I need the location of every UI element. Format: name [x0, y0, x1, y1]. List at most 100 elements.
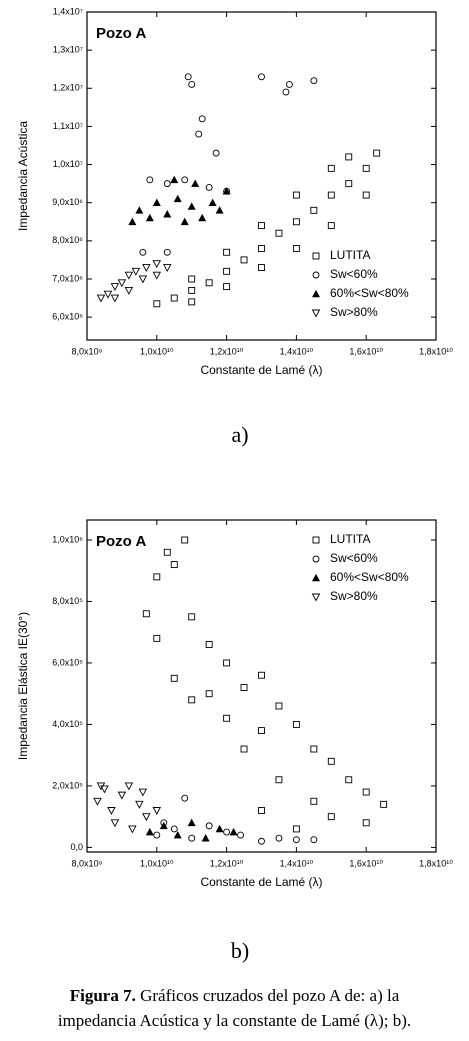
point	[327, 813, 335, 821]
annotation: Pozo A	[96, 533, 146, 550]
legend-label: LUTITA	[330, 532, 370, 546]
point	[205, 641, 213, 648]
point	[146, 176, 154, 184]
point	[327, 757, 335, 765]
point	[310, 797, 318, 805]
point	[229, 827, 238, 836]
legend-marker	[311, 309, 321, 318]
y-tick-label: 8,0x10⁵	[52, 596, 83, 606]
point	[205, 279, 213, 287]
point	[380, 800, 388, 808]
caption: Figura 7. Gráficos cruzados del pozo A d…	[0, 986, 469, 1006]
point	[205, 822, 213, 830]
annotation: Pozo A	[96, 25, 146, 42]
point	[258, 73, 265, 81]
point	[103, 290, 113, 299]
point	[275, 229, 283, 237]
point	[212, 149, 220, 157]
y-tick-label: 2,0x10⁵	[52, 780, 83, 790]
point	[195, 130, 203, 138]
point	[181, 536, 189, 544]
legend-label: Sw<60%	[330, 551, 378, 565]
point	[138, 275, 148, 284]
plot-frame	[86, 519, 437, 853]
legend-label: Sw>80%	[330, 589, 378, 603]
y-tick-label: 7,0x10⁶	[52, 273, 83, 283]
y-tick-label: 1,0x10⁶	[52, 534, 83, 544]
point	[258, 671, 265, 679]
point	[240, 684, 248, 691]
point	[110, 819, 120, 828]
point	[152, 807, 162, 815]
y-axis-label: Impedancia Elástica IE(30°)	[16, 612, 30, 760]
point	[187, 202, 196, 210]
point	[153, 831, 161, 839]
point	[181, 176, 189, 184]
point	[93, 797, 102, 806]
point	[153, 573, 161, 581]
point	[215, 206, 224, 214]
point	[128, 825, 137, 834]
point	[188, 834, 196, 842]
point	[222, 187, 231, 195]
point	[173, 194, 182, 203]
point	[187, 818, 196, 827]
point	[117, 791, 127, 800]
point	[173, 830, 182, 839]
point	[240, 745, 248, 753]
y-tick-label: 6,0x10⁵	[52, 657, 83, 667]
point	[258, 222, 265, 230]
point	[124, 782, 134, 791]
point	[188, 275, 196, 283]
point	[124, 271, 134, 280]
y-tick-label: 9,0x10⁶	[52, 197, 83, 207]
point	[310, 745, 318, 753]
point	[282, 88, 290, 96]
y-axis-label: Impedancia Acústica	[16, 121, 30, 231]
legend-marker	[312, 536, 320, 544]
point	[258, 245, 265, 252]
point	[117, 279, 127, 288]
point	[163, 248, 171, 256]
caption-text: Gráficos cruzados del pozo A de: a) la	[140, 986, 400, 1005]
point	[131, 267, 141, 276]
point	[188, 298, 196, 306]
point	[373, 149, 381, 157]
point	[96, 782, 106, 791]
point	[223, 283, 231, 291]
point	[163, 210, 172, 218]
x-tick-label: 1,4x10¹⁰	[280, 858, 314, 868]
legend-marker	[312, 252, 320, 260]
point	[139, 248, 147, 256]
legend-marker	[311, 573, 321, 582]
point	[135, 206, 144, 214]
x-tick-label: 1,8x10¹⁰	[419, 346, 453, 356]
y-tick-label: 1,4x10⁷	[53, 6, 83, 16]
point	[191, 179, 200, 187]
point	[138, 788, 148, 797]
plot-frame	[86, 11, 437, 341]
point	[362, 819, 370, 827]
point	[135, 800, 144, 809]
y-tick-label: 1,2x10⁷	[53, 83, 83, 93]
point	[258, 264, 265, 271]
panel-label: b)	[231, 938, 249, 963]
point	[205, 183, 213, 191]
point	[163, 180, 171, 188]
caption-line: impedancia Acústica y la constante de La…	[57, 1011, 412, 1030]
point	[163, 548, 171, 556]
point	[292, 245, 300, 252]
point	[362, 164, 370, 172]
point	[223, 714, 231, 722]
point	[205, 690, 213, 698]
point	[285, 81, 293, 88]
point	[345, 153, 353, 161]
x-tick-label: 1,0x10¹⁰	[140, 346, 174, 356]
point	[275, 776, 283, 784]
point	[292, 720, 300, 728]
point	[170, 175, 179, 184]
point	[145, 827, 154, 836]
x-axis-label: Constante de Lamé (λ)	[200, 363, 322, 377]
point	[170, 561, 178, 569]
